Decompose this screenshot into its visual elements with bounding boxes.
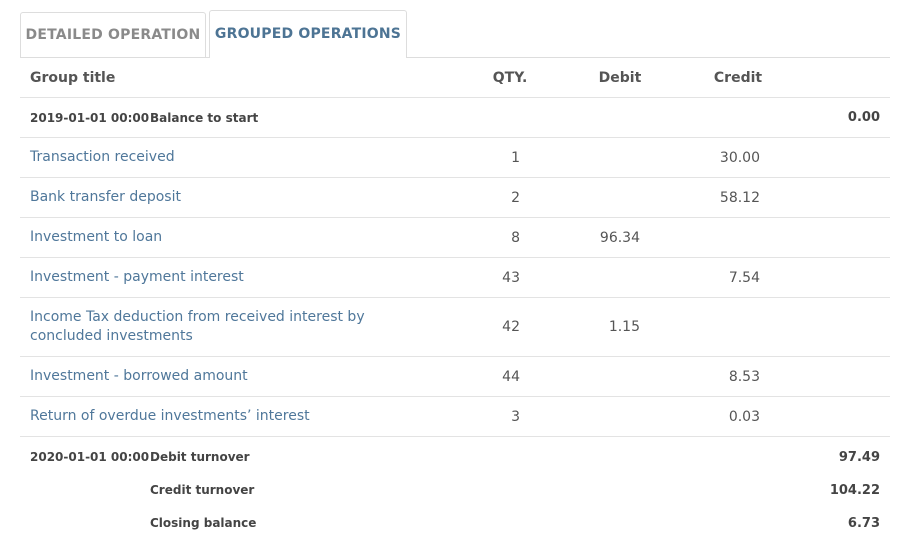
debit-value (560, 397, 640, 436)
group-title-link[interactable]: Investment to loan (30, 229, 163, 245)
credit-value: 58.12 (719, 189, 760, 206)
credit-value (680, 218, 760, 257)
tab-detailed-operation[interactable]: DETAILED OPERATION (20, 12, 206, 58)
debit-value (560, 138, 640, 177)
credit-value: 7.54 (728, 269, 760, 286)
debit-turnover-label: Debit turnover (150, 450, 250, 464)
header-debit: Debit (598, 69, 642, 86)
table-row: Investment - borrowed amount 44 8.53 (20, 357, 890, 397)
header-group-title: Group title (30, 69, 116, 86)
tabs-bar: DETAILED OPERATION GROUPED OPERATIONS (20, 10, 890, 58)
tab-grouped-operations[interactable]: GROUPED OPERATIONS (209, 10, 407, 58)
qty-value: 2 (511, 189, 520, 206)
credit-turnover-value: 104.22 (829, 482, 880, 498)
credit-value (680, 298, 760, 356)
opening-balance-row: 2019-01-01 00:00 Balance to start 0.00 (20, 98, 890, 138)
qty-value: 3 (511, 408, 520, 425)
debit-value (560, 178, 640, 217)
table-row: Transaction received 1 30.00 (20, 138, 890, 178)
credit-value: 30.00 (719, 149, 760, 166)
credit-turnover-line: Credit turnover 104.22 (20, 480, 890, 500)
tabs-divider (20, 57, 890, 58)
debit-value: 1.15 (608, 319, 640, 335)
opening-date: 2019-01-01 00:00 (30, 110, 150, 125)
group-title-link[interactable]: Investment - borrowed amount (30, 368, 248, 384)
opening-value: 0.00 (847, 110, 880, 125)
table-row: Bank transfer deposit 2 58.12 (20, 178, 890, 218)
qty-value: 43 (502, 269, 520, 286)
qty-value: 42 (502, 319, 520, 335)
credit-value: 8.53 (728, 368, 760, 385)
closing-balance-line: Closing balance 6.73 (20, 513, 890, 533)
debit-value (560, 258, 640, 297)
closing-balance-value: 6.73 (847, 515, 880, 531)
credit-value: 0.03 (728, 408, 760, 425)
qty-value: 44 (502, 368, 520, 385)
header-qty: QTY. (492, 69, 528, 86)
grouped-operations-table: Group title QTY. Debit Credit 2019-01-01… (20, 58, 890, 537)
table-header: Group title QTY. Debit Credit (20, 58, 890, 98)
debit-value: 96.34 (599, 229, 640, 246)
group-title-link[interactable]: Income Tax deduction from received inter… (30, 309, 365, 344)
qty-value: 1 (511, 149, 520, 166)
table-row: Investment - payment interest 43 7.54 (20, 258, 890, 298)
summary-block: 2020-01-01 00:00 Debit turnover 97.49 Cr… (20, 437, 890, 537)
group-title-link[interactable]: Investment - payment interest (30, 269, 244, 285)
group-title-link[interactable]: Transaction received (30, 149, 175, 165)
table-row: Investment to loan 8 96.34 (20, 218, 890, 258)
qty-value: 8 (511, 229, 520, 246)
table-row: Return of overdue investments’ interest … (20, 397, 890, 437)
credit-turnover-label: Credit turnover (150, 483, 255, 497)
opening-label: Balance to start (150, 110, 259, 125)
debit-value (560, 357, 640, 396)
closing-balance-label: Closing balance (150, 516, 257, 530)
closing-date: 2020-01-01 00:00 (30, 450, 150, 464)
debit-turnover-value: 97.49 (838, 449, 880, 465)
group-title-link[interactable]: Return of overdue investments’ interest (30, 408, 310, 424)
header-credit: Credit (713, 69, 763, 86)
table-row: Income Tax deduction from received inter… (20, 298, 890, 357)
group-title-link[interactable]: Bank transfer deposit (30, 189, 181, 205)
debit-turnover-line: 2020-01-01 00:00 Debit turnover 97.49 (20, 447, 890, 467)
